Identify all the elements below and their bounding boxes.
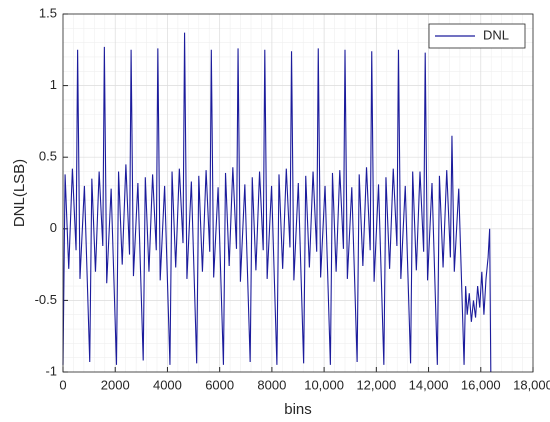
y-tick-label: 1.5: [39, 5, 57, 20]
x-tick-label: 14,000: [409, 377, 449, 392]
y-tick-label: 1: [50, 77, 57, 92]
x-tick-label: 16,000: [461, 377, 501, 392]
y-axis-label: DNL(LSB): [11, 159, 28, 227]
x-tick-label: 8000: [257, 377, 286, 392]
x-tick-label: 18,000: [513, 377, 550, 392]
x-tick-label: 4000: [153, 377, 182, 392]
y-tick-label: -0.5: [35, 292, 57, 307]
x-axis-label: bins: [284, 401, 312, 418]
y-tick-label: 0: [50, 220, 57, 235]
y-tick-label: -1: [45, 363, 57, 378]
x-tick-label: 0: [59, 377, 66, 392]
y-tick-label: 0.5: [39, 149, 57, 164]
data-line: [62, 32, 492, 373]
x-tick-label: 2000: [101, 377, 130, 392]
x-tick-label: 12,000: [356, 377, 396, 392]
x-tick-label: 10,000: [304, 377, 344, 392]
plot-border: [62, 13, 534, 373]
legend-label: DNL: [483, 27, 509, 42]
x-tick-label: 6000: [205, 377, 234, 392]
